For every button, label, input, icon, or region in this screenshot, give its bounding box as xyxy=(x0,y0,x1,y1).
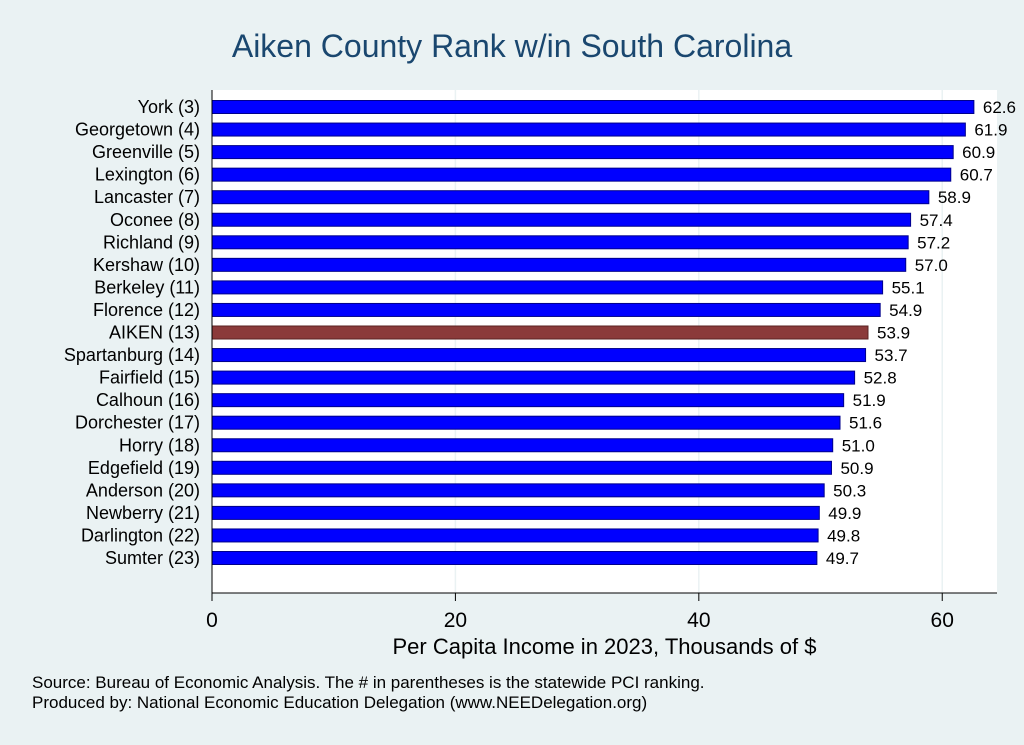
value-label: 52.8 xyxy=(864,369,897,388)
bar xyxy=(211,325,869,340)
category-label: Greenville (5) xyxy=(92,142,200,162)
value-label: 57.2 xyxy=(917,233,950,252)
value-label: 57.0 xyxy=(915,256,948,275)
value-label: 58.9 xyxy=(938,188,971,207)
category-label: Oconee (8) xyxy=(110,210,200,230)
x-tick-label: 40 xyxy=(687,609,710,632)
value-label: 62.6 xyxy=(983,98,1016,117)
value-label: 53.7 xyxy=(875,346,908,365)
value-label: 50.3 xyxy=(833,481,866,500)
bar xyxy=(211,483,825,498)
category-label: Calhoun (16) xyxy=(96,390,200,410)
bar xyxy=(211,393,845,408)
category-label: Lancaster (7) xyxy=(94,187,200,207)
bar xyxy=(211,145,954,160)
category-label: Kershaw (10) xyxy=(93,255,200,275)
value-label: 49.9 xyxy=(828,504,861,523)
category-label: Lexington (6) xyxy=(95,165,200,185)
value-label: 50.9 xyxy=(840,459,873,478)
value-label: 54.9 xyxy=(889,301,922,320)
bar xyxy=(211,505,820,520)
source-note: Source: Bureau of Economic Analysis. The… xyxy=(32,673,705,692)
bar xyxy=(211,280,884,295)
bar xyxy=(211,460,832,475)
chart-title: Aiken County Rank w/in South Carolina xyxy=(231,28,793,64)
value-label: 49.8 xyxy=(827,526,860,545)
category-label: AIKEN (13) xyxy=(109,323,200,343)
producer-note: Produced by: National Economic Education… xyxy=(32,693,648,712)
bar xyxy=(211,415,841,430)
bar xyxy=(211,235,909,250)
category-label: Darlington (22) xyxy=(81,525,200,545)
x-tick-label: 60 xyxy=(931,609,954,632)
value-label: 57.4 xyxy=(920,211,953,230)
value-label: 51.9 xyxy=(853,391,886,410)
category-label: Berkeley (11) xyxy=(94,277,200,297)
value-label: 51.0 xyxy=(842,436,875,455)
bar xyxy=(211,551,818,565)
category-label: Richland (9) xyxy=(103,232,200,252)
value-label: 60.9 xyxy=(962,143,995,162)
category-label: Georgetown (4) xyxy=(75,120,200,140)
value-label: 49.7 xyxy=(826,549,859,568)
category-label: Dorchester (17) xyxy=(75,413,200,433)
category-label: Florence (12) xyxy=(93,300,200,320)
bar xyxy=(211,257,907,272)
bar xyxy=(211,370,856,385)
value-label: 61.9 xyxy=(974,121,1007,140)
bar xyxy=(211,167,952,182)
value-label: 53.9 xyxy=(877,324,910,343)
x-tick-label: 0 xyxy=(206,609,218,632)
bar xyxy=(211,212,912,227)
bar xyxy=(211,100,975,114)
bar xyxy=(211,190,930,205)
category-label: Horry (18) xyxy=(119,435,200,455)
value-label: 60.7 xyxy=(960,166,993,185)
category-label: Fairfield (15) xyxy=(99,368,200,388)
category-label: Edgefield (19) xyxy=(88,458,200,478)
bar xyxy=(211,122,966,137)
bar xyxy=(211,438,834,453)
category-label: Sumter (23) xyxy=(105,548,200,568)
category-label: Newberry (21) xyxy=(86,503,200,523)
category-label: Anderson (20) xyxy=(86,480,200,500)
value-label: 55.1 xyxy=(892,278,925,297)
value-label: 51.6 xyxy=(849,414,882,433)
bar xyxy=(211,302,881,317)
x-axis-title: Per Capita Income in 2023, Thousands of … xyxy=(392,634,817,659)
category-label: York (3) xyxy=(138,97,200,117)
x-tick-label: 20 xyxy=(444,609,467,632)
category-label: Spartanburg (14) xyxy=(64,345,200,365)
bar xyxy=(211,348,867,363)
bar xyxy=(211,528,819,543)
